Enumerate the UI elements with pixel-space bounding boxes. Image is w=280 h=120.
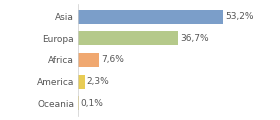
Bar <box>78 10 223 24</box>
Text: 7,6%: 7,6% <box>101 55 124 64</box>
Text: 2,3%: 2,3% <box>87 77 109 86</box>
Text: 0,1%: 0,1% <box>81 99 104 108</box>
Text: 36,7%: 36,7% <box>181 34 209 43</box>
Bar <box>78 53 99 67</box>
Bar <box>78 75 85 89</box>
Bar <box>78 31 178 45</box>
Text: 53,2%: 53,2% <box>225 12 254 21</box>
